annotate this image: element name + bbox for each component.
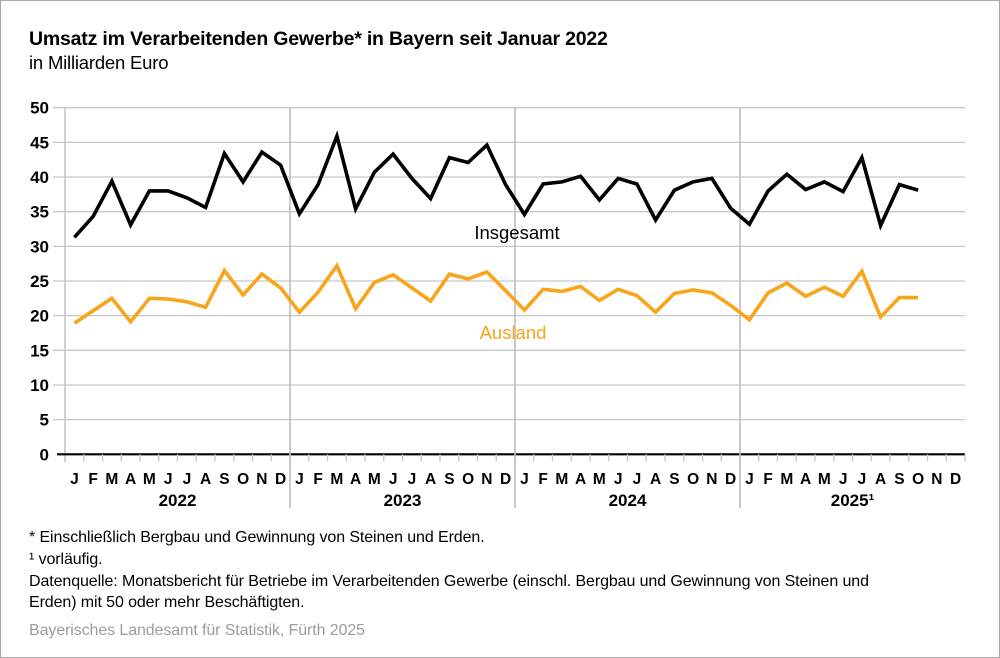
- month-label: J: [295, 471, 304, 488]
- month-label: M: [368, 471, 381, 488]
- month-label: J: [408, 471, 417, 488]
- footnote-source-line2: Erden) mit 50 oder mehr Beschäftigten.: [29, 594, 305, 612]
- y-tick-label: 5: [40, 411, 49, 430]
- year-label: 2022: [159, 491, 197, 510]
- month-label: A: [425, 471, 436, 488]
- series-label-insgesamt: Insgesamt: [474, 222, 559, 243]
- month-label: J: [389, 471, 398, 488]
- month-label: J: [164, 471, 173, 488]
- y-tick-label: 40: [30, 168, 49, 187]
- month-label: S: [444, 471, 454, 488]
- month-label: O: [237, 471, 249, 488]
- month-label: J: [520, 471, 529, 488]
- month-label: N: [256, 471, 267, 488]
- y-tick-label: 50: [30, 99, 49, 118]
- month-label: J: [839, 471, 848, 488]
- publisher-credit: Bayerisches Landesamt für Statistik, Für…: [29, 622, 365, 639]
- y-tick-label: 45: [30, 133, 49, 152]
- month-label: S: [669, 471, 679, 488]
- month-label: F: [538, 471, 547, 488]
- month-label: F: [763, 471, 772, 488]
- month-label: F: [88, 471, 97, 488]
- month-label: S: [894, 471, 904, 488]
- y-tick-label: 35: [30, 203, 49, 222]
- month-label: N: [481, 471, 492, 488]
- year-label: 2025¹: [831, 491, 875, 510]
- footnote-source-line1: Datenquelle: Monatsbericht für Betriebe …: [29, 572, 869, 590]
- y-tick-label: 15: [30, 341, 49, 360]
- chart-subtitle: in Milliarden Euro: [29, 52, 169, 73]
- footnotes-block: * Einschließlich Bergbau und Gewinnung v…: [29, 527, 979, 614]
- month-label: A: [200, 471, 211, 488]
- month-label: N: [706, 471, 717, 488]
- month-label: D: [725, 471, 736, 488]
- month-label: M: [143, 471, 156, 488]
- year-label: 2023: [384, 491, 422, 510]
- month-label: O: [912, 471, 924, 488]
- series-label-ausland: Ausland: [480, 322, 547, 343]
- month-label: J: [858, 471, 867, 488]
- month-label: D: [950, 471, 961, 488]
- year-label: 2024: [609, 491, 647, 510]
- month-label: A: [350, 471, 361, 488]
- ausland-line: [73, 262, 919, 325]
- month-label: M: [780, 471, 793, 488]
- y-tick-label: 10: [30, 376, 49, 395]
- month-label: A: [875, 471, 886, 488]
- month-label: M: [330, 471, 343, 488]
- month-label: J: [633, 471, 642, 488]
- month-label: S: [219, 471, 229, 488]
- month-label: J: [745, 471, 754, 488]
- month-label: A: [650, 471, 661, 488]
- month-label: A: [125, 471, 136, 488]
- y-tick-label: 0: [40, 445, 49, 464]
- y-tick-label: 25: [30, 272, 49, 291]
- month-label: N: [931, 471, 942, 488]
- insgesamt-line: [73, 130, 919, 239]
- month-label: D: [500, 471, 511, 488]
- month-label: M: [105, 471, 118, 488]
- month-label: M: [818, 471, 831, 488]
- footnote-asterisk: * Einschließlich Bergbau und Gewinnung v…: [29, 529, 485, 546]
- y-tick-label: 30: [30, 237, 49, 256]
- footnote-preliminary: ¹ vorläufig.: [29, 550, 103, 568]
- month-label: J: [70, 471, 79, 488]
- y-tick-label: 20: [30, 307, 49, 326]
- month-label: A: [800, 471, 811, 488]
- month-label: O: [687, 471, 699, 488]
- month-label: J: [614, 471, 623, 488]
- month-label: M: [555, 471, 568, 488]
- month-label: J: [183, 471, 192, 488]
- month-label: A: [575, 471, 586, 488]
- month-label: D: [275, 471, 286, 488]
- month-label: F: [313, 471, 322, 488]
- month-label: O: [462, 471, 474, 488]
- month-label: M: [593, 471, 606, 488]
- chart-title: Umsatz im Verarbeitenden Gewerbe* in Bay…: [29, 28, 608, 50]
